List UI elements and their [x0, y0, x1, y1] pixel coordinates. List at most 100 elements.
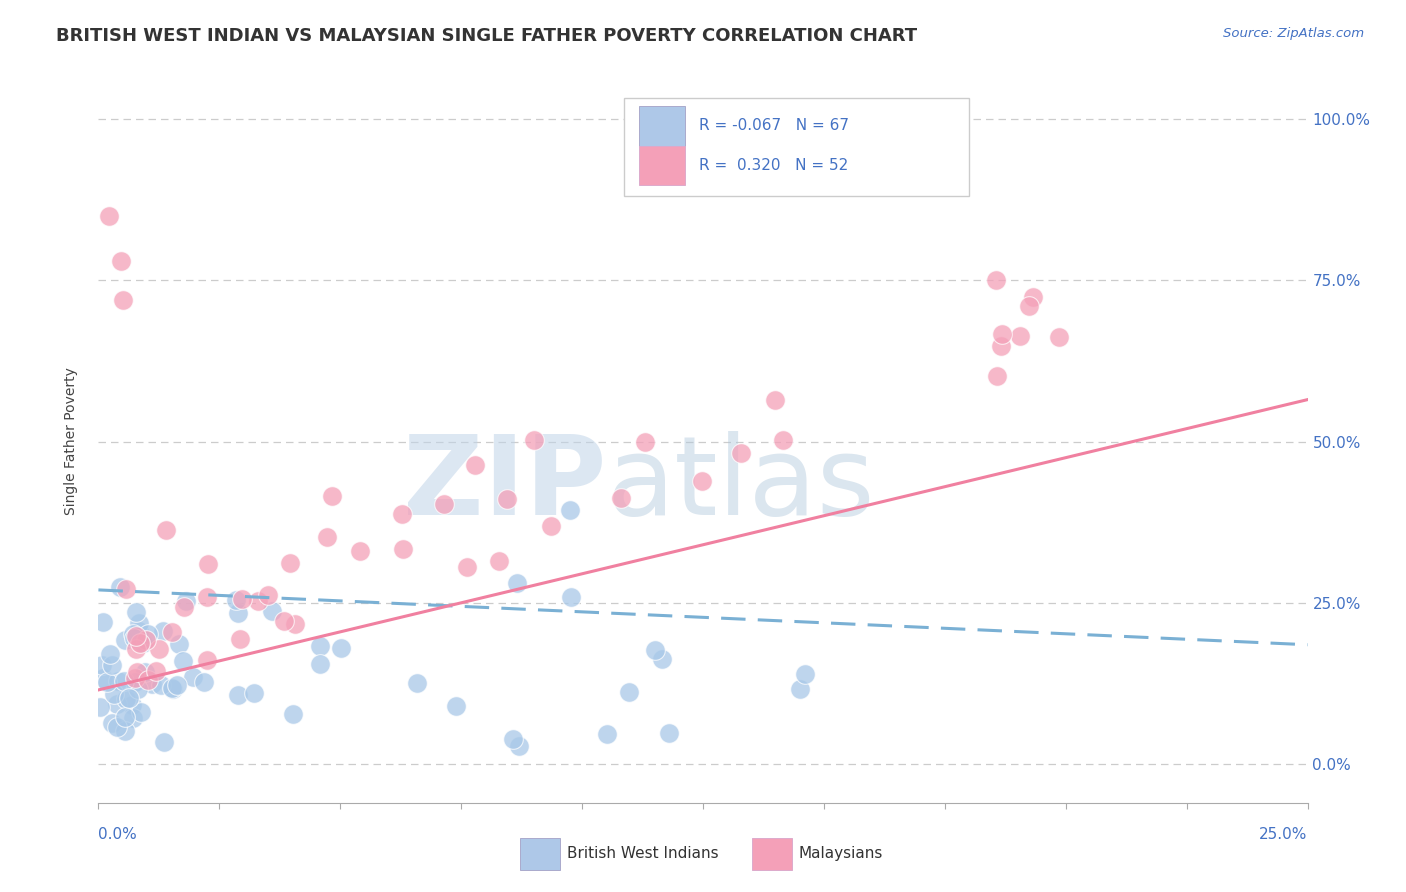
- Point: [789, 681, 811, 696]
- Point: [505, 575, 527, 590]
- Point: [105, 719, 128, 733]
- Point: [284, 616, 307, 631]
- Point: [456, 559, 478, 574]
- Point: [522, 434, 544, 448]
- Text: R =  0.320   N = 52: R = 0.320 N = 52: [699, 158, 849, 173]
- Point: [596, 727, 619, 741]
- Point: [98, 648, 121, 662]
- Point: [1047, 330, 1070, 344]
- FancyBboxPatch shape: [624, 98, 969, 196]
- Point: [391, 541, 413, 556]
- Point: [124, 674, 146, 689]
- Point: [658, 725, 681, 739]
- Point: [1018, 299, 1040, 313]
- Point: [172, 655, 194, 669]
- Point: [132, 635, 155, 649]
- Point: [633, 435, 655, 450]
- Point: [96, 675, 118, 690]
- Point: [181, 670, 204, 684]
- Point: [193, 675, 215, 690]
- Point: [496, 491, 519, 506]
- Point: [89, 700, 111, 714]
- Point: [131, 705, 153, 719]
- Text: atlas: atlas: [606, 432, 875, 539]
- Bar: [638, 145, 685, 186]
- Point: [690, 474, 713, 488]
- Point: [433, 497, 456, 511]
- Point: [115, 692, 138, 706]
- Point: [128, 616, 150, 631]
- Point: [153, 735, 176, 749]
- Point: [173, 599, 195, 614]
- Point: [502, 732, 524, 747]
- Point: [406, 676, 429, 690]
- Point: [330, 640, 353, 655]
- Point: [112, 674, 135, 689]
- Text: R = -0.067   N = 67: R = -0.067 N = 67: [699, 119, 849, 133]
- Point: [155, 523, 177, 537]
- Point: [125, 605, 148, 619]
- Point: [111, 293, 134, 307]
- Point: [990, 339, 1012, 353]
- Point: [540, 518, 562, 533]
- Point: [242, 686, 264, 700]
- Point: [262, 604, 284, 618]
- Point: [984, 272, 1007, 286]
- Point: [651, 652, 673, 666]
- Point: [763, 393, 786, 408]
- Point: [114, 710, 136, 724]
- Point: [226, 688, 249, 702]
- Point: [118, 691, 141, 706]
- Point: [122, 627, 145, 641]
- Point: [488, 554, 510, 568]
- Point: [281, 706, 304, 721]
- Point: [91, 657, 114, 672]
- Point: [100, 657, 122, 672]
- Point: [127, 682, 149, 697]
- Point: [91, 615, 114, 629]
- Point: [195, 653, 218, 667]
- Point: [315, 530, 337, 544]
- Text: 25.0%: 25.0%: [1260, 827, 1308, 841]
- Point: [166, 678, 188, 692]
- Point: [321, 489, 343, 503]
- Point: [152, 624, 174, 638]
- Point: [309, 657, 332, 671]
- Point: [730, 446, 752, 460]
- Point: [148, 642, 170, 657]
- Point: [114, 632, 136, 647]
- Point: [772, 434, 794, 448]
- Point: [228, 632, 250, 646]
- Point: [91, 671, 114, 685]
- Point: [136, 626, 159, 640]
- Point: [349, 544, 371, 558]
- Point: [134, 665, 156, 679]
- Point: [141, 677, 163, 691]
- Point: [195, 591, 218, 605]
- Point: [644, 643, 666, 657]
- Point: [115, 582, 138, 596]
- Point: [160, 625, 183, 640]
- Point: [128, 624, 150, 639]
- Point: [508, 739, 530, 753]
- Point: [121, 698, 143, 712]
- Point: [103, 687, 125, 701]
- Point: [107, 673, 129, 688]
- Point: [127, 665, 149, 680]
- Point: [197, 558, 219, 572]
- Point: [1022, 290, 1045, 304]
- Point: [225, 593, 247, 607]
- Text: BRITISH WEST INDIAN VS MALAYSIAN SINGLE FATHER POVERTY CORRELATION CHART: BRITISH WEST INDIAN VS MALAYSIAN SINGLE …: [56, 27, 917, 45]
- Point: [125, 641, 148, 656]
- Bar: [638, 106, 685, 145]
- Point: [114, 723, 136, 738]
- Point: [124, 671, 146, 685]
- Point: [309, 639, 332, 653]
- Point: [138, 673, 160, 688]
- Text: British West Indians: British West Indians: [567, 847, 718, 861]
- Point: [101, 715, 124, 730]
- Point: [105, 698, 128, 712]
- Point: [167, 637, 190, 651]
- Point: [145, 664, 167, 678]
- Point: [231, 591, 253, 606]
